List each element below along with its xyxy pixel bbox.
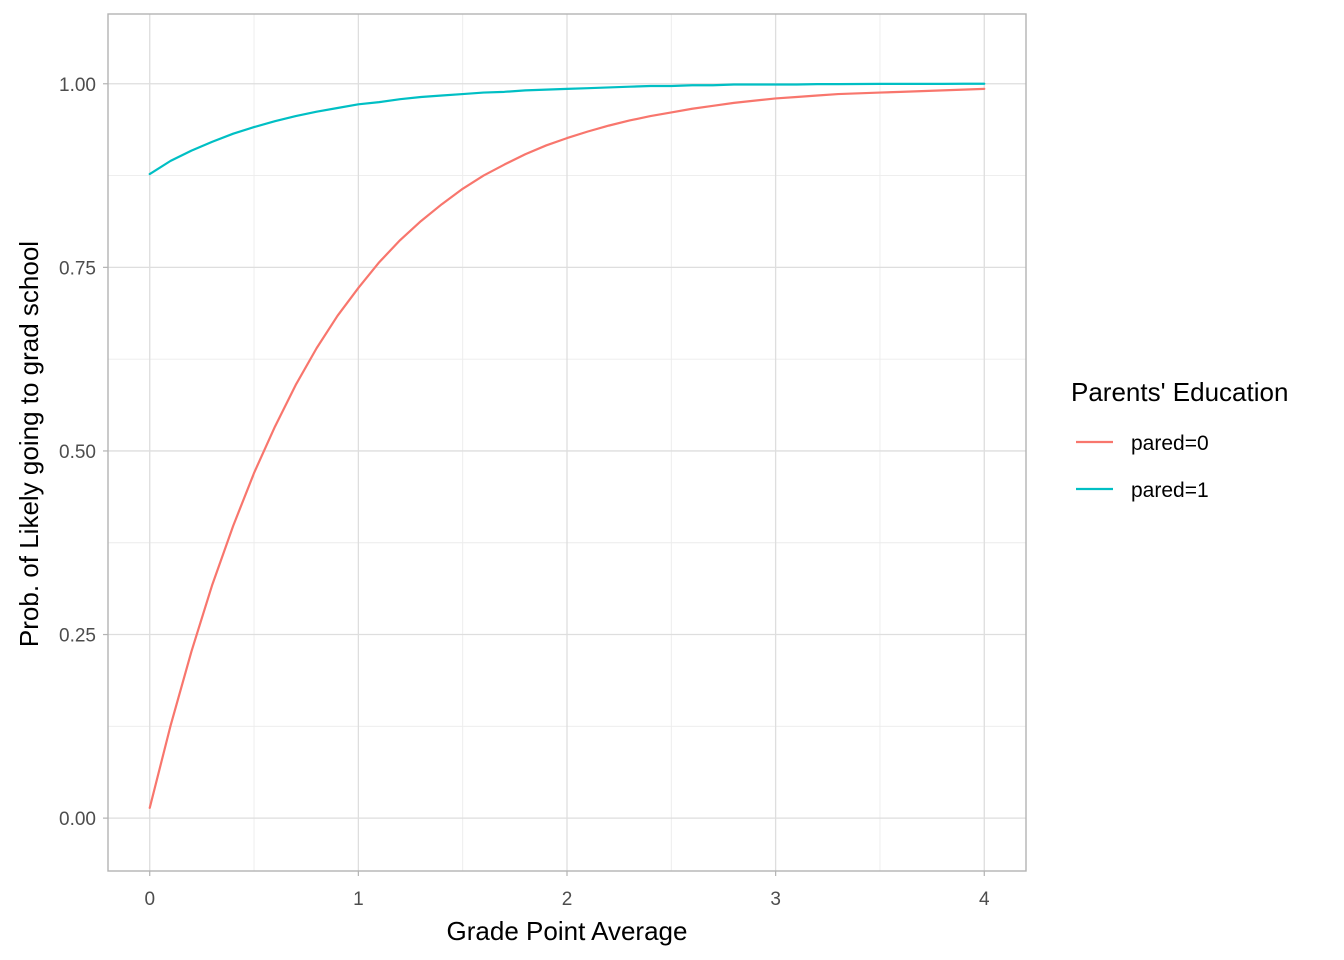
x-tick-label: 0 <box>144 889 155 910</box>
y-tick-label: 0.00 <box>59 809 96 830</box>
legend: Parents' Education pared=0 pared=1 <box>1071 377 1288 502</box>
x-tick-label: 2 <box>562 889 573 910</box>
y-tick-label: 0.50 <box>59 442 96 463</box>
series-lines <box>148 82 986 809</box>
legend-title: Parents' Education <box>1071 377 1288 407</box>
y-tick-label: 0.75 <box>59 258 96 279</box>
legend-label: pared=1 <box>1131 479 1209 502</box>
x-tick-label: 4 <box>979 889 990 910</box>
x-tick-label: 1 <box>353 889 364 910</box>
y-axis-title: Prob. of Likely going to grad school <box>14 241 44 647</box>
legend-label: pared=0 <box>1131 432 1209 455</box>
series-line-pared-0 <box>148 87 986 809</box>
x-axis-title: Grade Point Average <box>447 916 688 946</box>
x-axis-ticks: 0 1 2 3 4 <box>144 871 990 910</box>
x-tick-label: 3 <box>770 889 781 910</box>
y-tick-label: 0.25 <box>59 626 96 647</box>
y-tick-label: 1.00 <box>59 75 96 96</box>
y-axis-ticks: 0.00 0.25 0.50 0.75 1.00 <box>59 75 108 830</box>
series-line-pared-1 <box>148 82 986 176</box>
legend-items: pared=0 pared=1 <box>1076 432 1209 502</box>
grid-lines <box>108 14 1026 871</box>
